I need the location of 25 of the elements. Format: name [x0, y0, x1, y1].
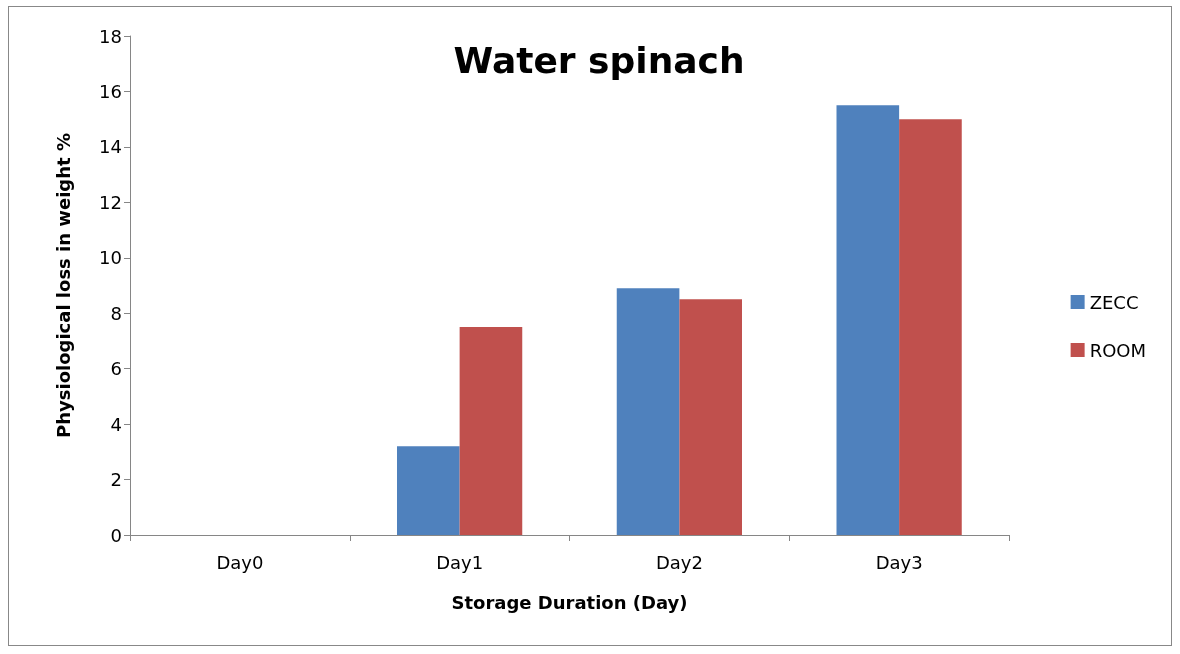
y-tick-label: 10	[99, 247, 122, 269]
x-axis-title: Storage Duration (Day)	[451, 591, 688, 613]
y-tick-label: 6	[110, 358, 122, 380]
y-tick-label: 12	[99, 191, 122, 213]
bar	[459, 327, 523, 535]
bar	[397, 446, 460, 535]
y-axis-title: Physiological loss in weight %	[52, 133, 74, 438]
bar	[899, 119, 962, 535]
x-tick-label: Day0	[216, 551, 264, 573]
x-tick-label: Day2	[655, 551, 703, 573]
legend-label: ROOM	[1089, 339, 1146, 361]
x-tick-label: Day1	[436, 551, 484, 573]
y-tick-label: 0	[110, 524, 122, 546]
y-tick-label: 14	[99, 136, 122, 158]
y-tick-label: 4	[110, 413, 122, 435]
chart-title: Water spinach	[453, 39, 745, 81]
legend-label: ZECC	[1089, 291, 1139, 313]
bar	[679, 299, 742, 535]
y-tick-label: 18	[99, 25, 122, 47]
y-tick-label: 2	[110, 469, 122, 491]
x-tick-label: Day3	[875, 551, 923, 573]
bar	[616, 288, 680, 535]
y-tick-label: 16	[99, 80, 122, 102]
y-tick-label: 8	[110, 302, 122, 324]
bar	[836, 105, 900, 535]
